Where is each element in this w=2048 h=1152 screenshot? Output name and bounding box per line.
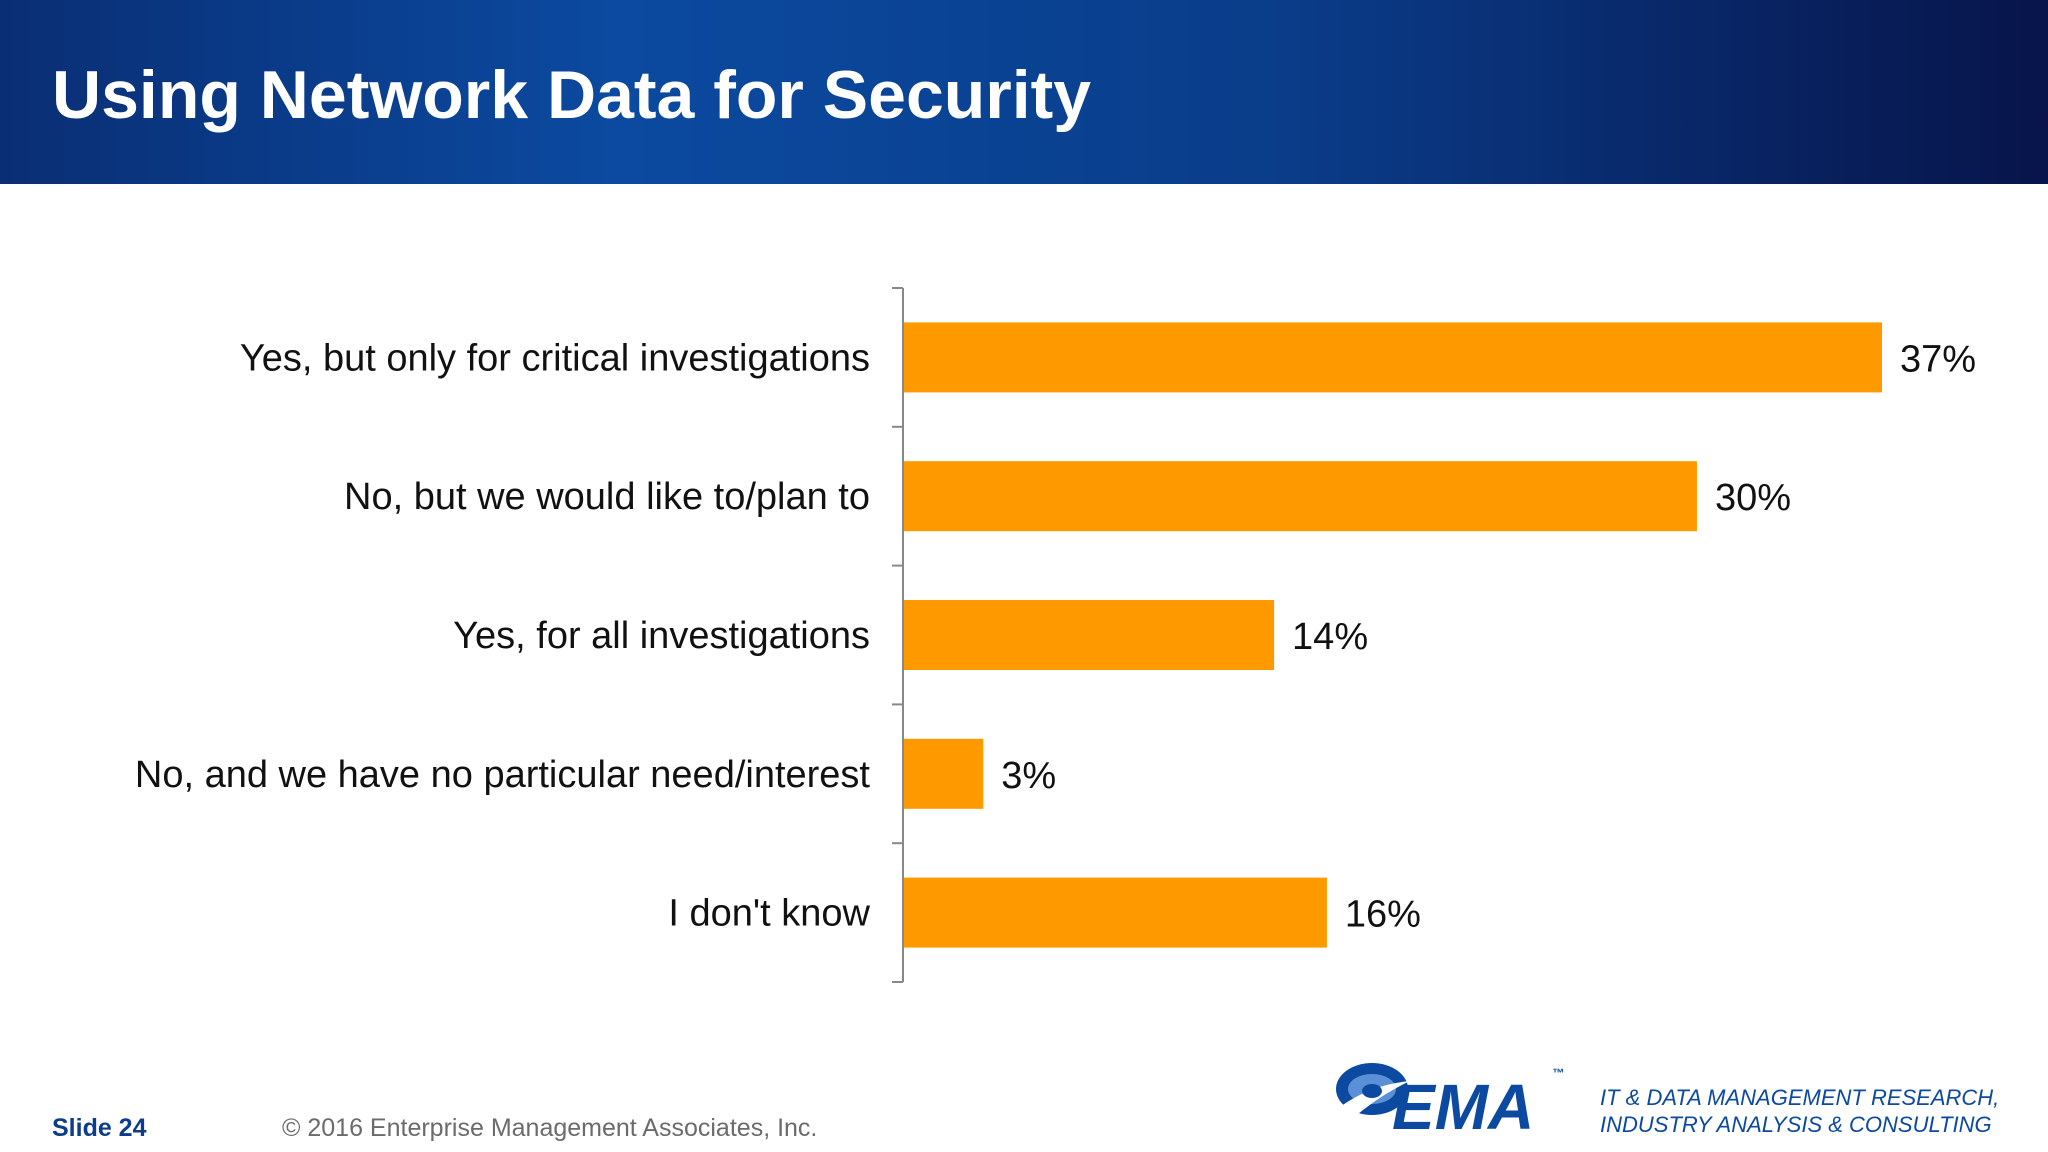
category-label: I don't know xyxy=(668,893,870,935)
logo-wordmark: EMA xyxy=(1392,1071,1534,1140)
copyright-notice: © 2016 Enterprise Management Associates,… xyxy=(282,1114,818,1142)
value-label: 14% xyxy=(1292,616,1368,658)
bar xyxy=(904,738,984,809)
slide-title: Using Network Data for Security xyxy=(52,57,1092,133)
value-label: 37% xyxy=(1900,338,1976,380)
value-label: 30% xyxy=(1715,477,1791,519)
company-tagline: IT & DATA MANAGEMENT RESEARCH, INDUSTRY … xyxy=(1600,1084,1999,1138)
trademark-mark: ™ xyxy=(1552,1066,1564,1080)
tagline-line-2: INDUSTRY ANALYSIS & CONSULTING xyxy=(1600,1112,1992,1137)
value-label: 3% xyxy=(1001,755,1056,797)
bar xyxy=(904,877,1327,948)
category-label: No, but we would like to/plan to xyxy=(344,476,870,518)
tagline-line-1: IT & DATA MANAGEMENT RESEARCH, xyxy=(1600,1085,2000,1110)
bar xyxy=(904,322,1882,393)
bar-chart: Yes, but only for critical investigation… xyxy=(135,287,1976,983)
bar xyxy=(904,600,1275,670)
slide-number: Slide 24 xyxy=(52,1114,147,1142)
title-banner: Using Network Data for Security xyxy=(0,0,2048,184)
category-label: Yes, for all investigations xyxy=(453,615,870,657)
category-label: No, and we have no particular need/inter… xyxy=(135,754,871,796)
category-label: Yes, but only for critical investigation… xyxy=(240,337,870,379)
bar xyxy=(904,461,1697,532)
value-label: 16% xyxy=(1345,894,1421,936)
ema-logo: EMA ™ xyxy=(1336,1063,1564,1140)
ema-swirl-icon xyxy=(1336,1063,1410,1119)
